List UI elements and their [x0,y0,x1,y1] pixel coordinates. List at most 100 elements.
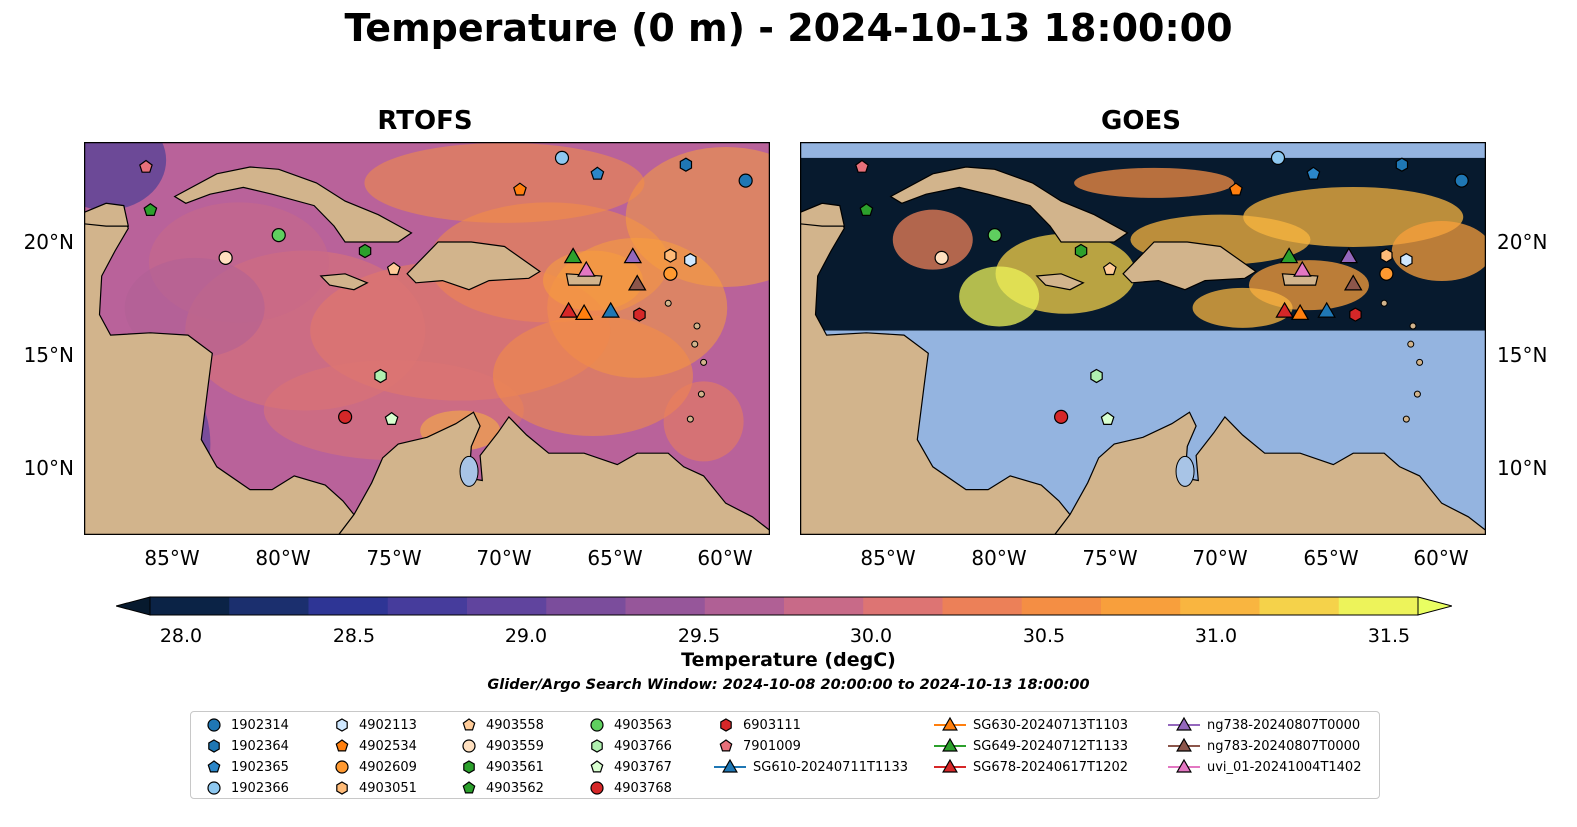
legend-marker-icon [590,760,604,773]
platform-marker [386,261,401,276]
colorbar-segment [863,597,943,615]
legend-marker-icon [336,781,348,795]
platform-marker [934,250,949,265]
colorbar-segment [1338,597,1419,615]
platform-markers [855,150,1469,425]
colorbar-segment [1259,597,1340,615]
platform-marker [1380,248,1393,263]
colorbar-segment [704,597,785,615]
platform-marker [1379,266,1394,281]
platform-marker [358,243,372,259]
colorbar-segment [625,597,706,615]
platform-marker [1317,301,1336,318]
legend-item: SG610-20240711T1133 [713,757,908,777]
colorbar-segment [1180,597,1260,615]
legend-marker-icon [207,718,221,732]
platform-marker [554,150,570,166]
legend-item: SG678-20240617T1202 [933,757,1128,777]
legend-marker-icon [1168,758,1200,773]
legend-item: 4903051 [331,778,417,798]
legend-label: 4903767 [614,759,672,775]
platform-marker [271,228,286,243]
legend-item: 1902314 [203,715,289,735]
platform-marker [855,159,869,173]
platform-marker [987,228,1002,243]
legend-label: 4902609 [359,759,417,775]
legend-marker-icon [462,739,476,753]
platform-marker [590,166,605,180]
legend-item: ng738-20240807T0000 [1167,715,1360,735]
panel-title-rtofs: RTOFS [377,106,473,136]
platform-marker [1090,368,1103,384]
platform-marker [1349,307,1362,322]
legend-item: 1902366 [203,778,289,798]
platform-marker [1454,173,1469,188]
colorbar-tick: 31.0 [1194,625,1238,647]
legend-item: 7901009 [715,736,801,756]
platform-marker [664,248,677,263]
legend-marker-icon [462,781,476,794]
lon-label-80w: 80°W [255,546,311,570]
colorbar-segment [387,597,468,615]
landmasses [84,142,770,535]
colorbar-segment [308,597,389,615]
platform-marker [1339,247,1359,264]
colorbar-tick: 30.5 [1022,625,1066,647]
legend-marker-icon [1168,737,1200,752]
lat-label-10n-right: 10°N [1497,456,1548,480]
legend-marker-icon [934,758,966,773]
legend-label: 4903561 [486,759,544,775]
legend-item: SG630-20240713T1103 [933,715,1128,735]
colorbar-tick: 31.5 [1367,625,1411,647]
colorbar-tick: 29.0 [504,625,548,647]
lon-label-75w: 75°W [366,546,422,570]
colorbar [116,596,1452,616]
legend-label: SG630-20240713T1103 [973,717,1129,733]
legend-item: 1902365 [203,757,289,777]
platform-marker [384,411,399,425]
platform-marker [738,173,753,188]
platform-marker [143,202,158,217]
lon-label-75w-right: 75°W [1082,546,1138,570]
lon-label-85w: 85°W [144,546,200,570]
platform-marker [627,274,647,291]
legend-label: ng738-20240807T0000 [1207,717,1361,733]
legend-marker-icon [207,781,221,795]
platform-marker [1293,260,1312,277]
colorbar-tick: 30.0 [849,625,893,647]
platform-marker [1102,261,1117,276]
platform-marker [1395,157,1409,172]
lat-label-10n: 10°N [23,456,74,480]
legend-marker-icon [591,739,603,753]
lon-label-80w-right: 80°W [971,546,1027,570]
lon-label-70w: 70°W [476,546,532,570]
colorbar-under-arrow [116,596,151,616]
map-frame [84,142,770,535]
legend-marker-icon [335,760,349,774]
legend-label: uvi_01-20241004T1402 [1207,759,1362,775]
platform-marker [1074,243,1088,259]
platform-markers [139,150,753,425]
colorbar-segment [229,597,309,615]
platform-marker [563,247,583,264]
legend-item: 4902113 [331,715,417,735]
legend-marker-icon [335,739,349,752]
legend-label: 1902364 [231,738,289,754]
lat-label-20n: 20°N [23,230,74,254]
colorbar-tick: 29.5 [677,625,721,647]
legend-label: SG678-20240617T1202 [973,759,1129,775]
colorbar-segment [1101,597,1181,615]
legend-item: 4903562 [458,778,544,798]
panel-title-goes: GOES [1101,106,1181,136]
legend-item: 4903559 [458,736,544,756]
legend-marker-icon [720,718,732,732]
colorbar-label: Temperature (degC) [681,649,896,671]
legend-label: 4902113 [359,717,417,733]
legend-marker-icon [590,781,604,795]
legend-label: 4903559 [486,738,544,754]
lon-label-70w-right: 70°W [1192,546,1248,570]
colorbar-segment [784,597,864,615]
legend: 1902314 1902364 1902365 1902366 4902113 49025… [190,711,1380,799]
legend-marker-icon [714,758,746,773]
lat-label-20n-right: 20°N [1497,230,1548,254]
